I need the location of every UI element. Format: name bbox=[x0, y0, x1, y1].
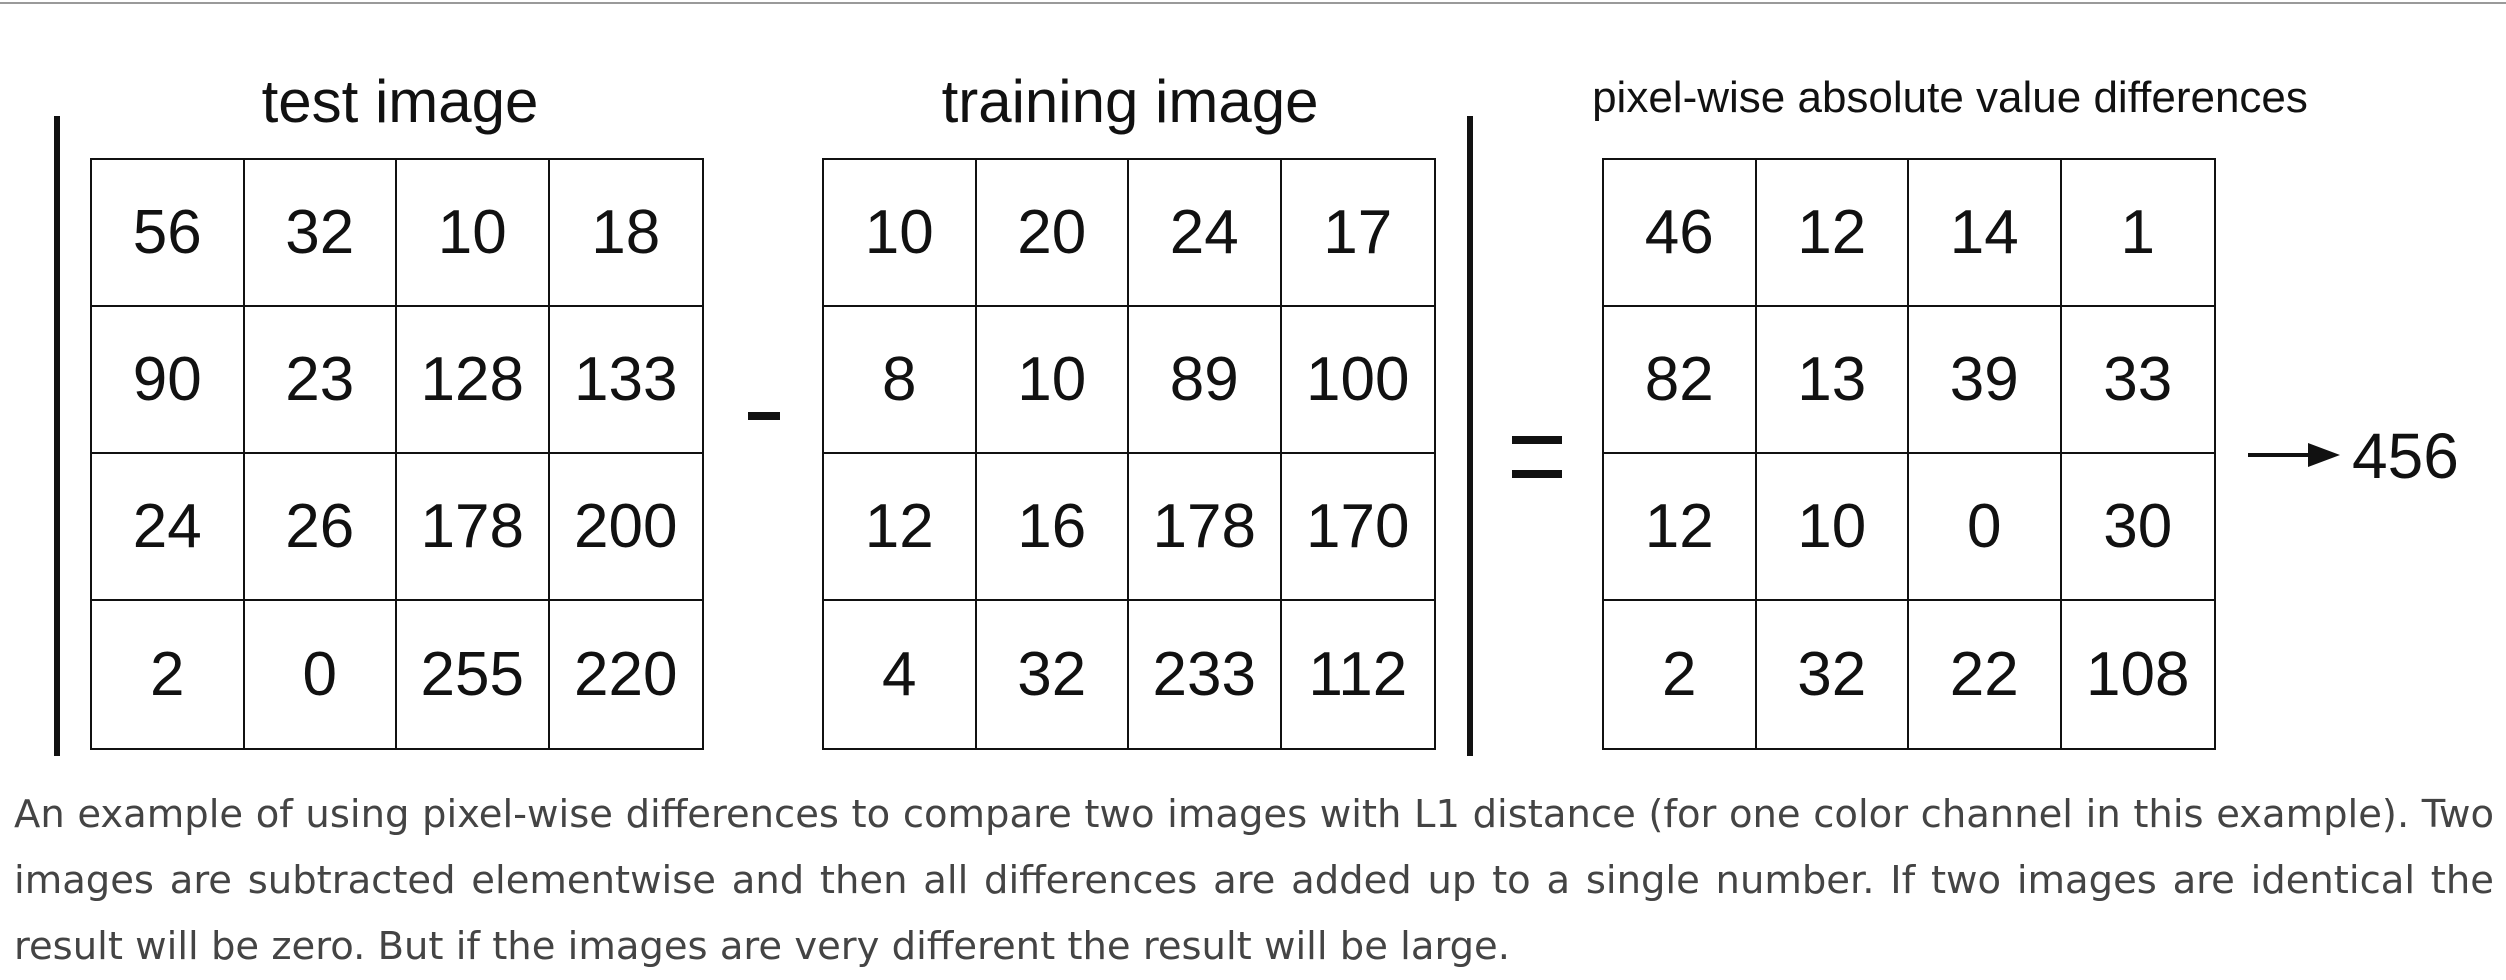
matrix-cell: 233 bbox=[1129, 601, 1282, 748]
test-image-title: test image bbox=[90, 62, 710, 142]
matrix-cell: 100 bbox=[1282, 307, 1435, 454]
matrix-cell: 220 bbox=[550, 601, 703, 748]
matrix-cell: 26 bbox=[245, 454, 398, 601]
matrix-cell: 22 bbox=[1909, 601, 2062, 748]
matrix-cell: 16 bbox=[977, 454, 1130, 601]
matrix-cell: 200 bbox=[550, 454, 703, 601]
l1-distance-result: 456 bbox=[2352, 416, 2459, 496]
diff-matrix-title: pixel-wise absolute value differences bbox=[1500, 66, 2400, 130]
matrix-cell: 2 bbox=[92, 601, 245, 748]
matrix-cell: 128 bbox=[397, 307, 550, 454]
matrix-cell: 33 bbox=[2062, 307, 2215, 454]
matrix-cell: 112 bbox=[1282, 601, 1435, 748]
top-divider bbox=[0, 2, 2506, 4]
matrix-cell: 178 bbox=[397, 454, 550, 601]
training-image-title: training image bbox=[820, 62, 1440, 142]
matrix-cell: 18 bbox=[550, 160, 703, 307]
matrix-cell: 1 bbox=[2062, 160, 2215, 307]
matrix-cell: 17 bbox=[1282, 160, 1435, 307]
matrix-cell: 24 bbox=[92, 454, 245, 601]
matrix-cell: 56 bbox=[92, 160, 245, 307]
matrix-cell: 24 bbox=[1129, 160, 1282, 307]
matrix-cell: 90 bbox=[92, 307, 245, 454]
matrix-cell: 89 bbox=[1129, 307, 1282, 454]
matrix-cell: 2 bbox=[1604, 601, 1757, 748]
matrix-cell: 46 bbox=[1604, 160, 1757, 307]
matrix-cell: 39 bbox=[1909, 307, 2062, 454]
matrix-cell: 13 bbox=[1757, 307, 1910, 454]
matrix-cell: 8 bbox=[824, 307, 977, 454]
matrix-cell: 10 bbox=[977, 307, 1130, 454]
matrix-cell: 10 bbox=[1757, 454, 1910, 601]
matrix-cell: 170 bbox=[1282, 454, 1435, 601]
matrix-cell: 32 bbox=[245, 160, 398, 307]
matrix-cell: 178 bbox=[1129, 454, 1282, 601]
matrix-cell: 32 bbox=[1757, 601, 1910, 748]
matrix-cell: 12 bbox=[1604, 454, 1757, 601]
matrix-cell: 32 bbox=[977, 601, 1130, 748]
equals-operator bbox=[1512, 436, 1562, 480]
matrix-cell: 82 bbox=[1604, 307, 1757, 454]
matrix-cell: 133 bbox=[550, 307, 703, 454]
minus-operator bbox=[748, 412, 780, 420]
figure-caption: An example of using pixel-wise differenc… bbox=[14, 782, 2494, 980]
matrix-cell: 10 bbox=[397, 160, 550, 307]
matrix-cell: 0 bbox=[245, 601, 398, 748]
matrix-cell: 108 bbox=[2062, 601, 2215, 748]
matrix-cell: 20 bbox=[977, 160, 1130, 307]
matrix-cell: 23 bbox=[245, 307, 398, 454]
absolute-value-bar-right bbox=[1467, 116, 1473, 756]
absolute-value-bar-left bbox=[54, 116, 60, 756]
matrix-cell: 255 bbox=[397, 601, 550, 748]
matrix-cell: 12 bbox=[824, 454, 977, 601]
test-image-matrix: 56 32 10 18 90 23 128 133 24 26 178 200 2 0 255 220 bbox=[90, 158, 704, 750]
matrix-cell: 0 bbox=[1909, 454, 2062, 601]
difference-matrix: 46 12 14 1 82 13 39 33 12 10 0 30 2 32 22 108 bbox=[1602, 158, 2216, 750]
matrix-cell: 4 bbox=[824, 601, 977, 748]
matrix-cell: 10 bbox=[824, 160, 977, 307]
matrix-cell: 30 bbox=[2062, 454, 2215, 601]
training-image-matrix: 10 20 24 17 8 10 89 100 12 16 178 170 4 32 233 112 bbox=[822, 158, 1436, 750]
right-arrow-icon bbox=[2248, 440, 2340, 470]
matrix-cell: 12 bbox=[1757, 160, 1910, 307]
matrix-cell: 14 bbox=[1909, 160, 2062, 307]
